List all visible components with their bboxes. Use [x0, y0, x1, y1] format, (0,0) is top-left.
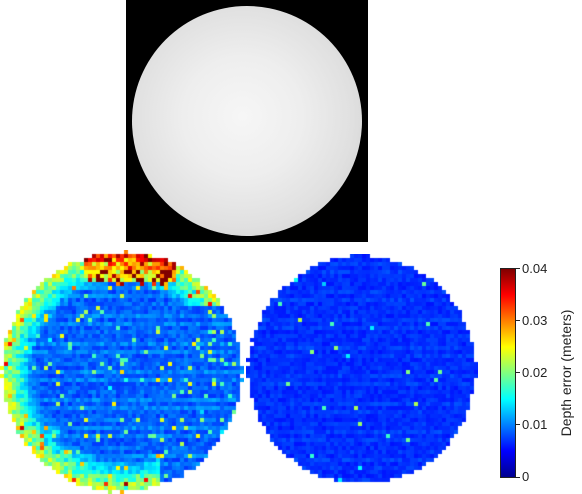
colorbar-gradient: [500, 268, 516, 478]
colorbar-tick: [516, 372, 520, 373]
error-map-right: [246, 254, 478, 486]
colorbar-tick-label: 0: [522, 469, 530, 484]
colorbar-tick: [516, 477, 520, 478]
colorbar: 0.04 0.03 0.02 0.01 0 Depth error (meter…: [500, 262, 582, 484]
rendered-sphere-panel: [126, 0, 368, 242]
sphere-image: [132, 6, 362, 236]
colorbar-tick-label: 0.03: [522, 313, 548, 328]
colorbar-tick: [516, 320, 520, 321]
colorbar-tick-label: 0.01: [522, 417, 548, 432]
colorbar-tick: [516, 268, 520, 269]
colorbar-tick-label: 0.04: [522, 261, 548, 276]
colorbar-tick: [516, 424, 520, 425]
colorbar-title: Depth error (meters): [558, 309, 574, 437]
colorbar-tick-label: 0.02: [522, 365, 548, 380]
error-map-left: [0, 250, 244, 494]
